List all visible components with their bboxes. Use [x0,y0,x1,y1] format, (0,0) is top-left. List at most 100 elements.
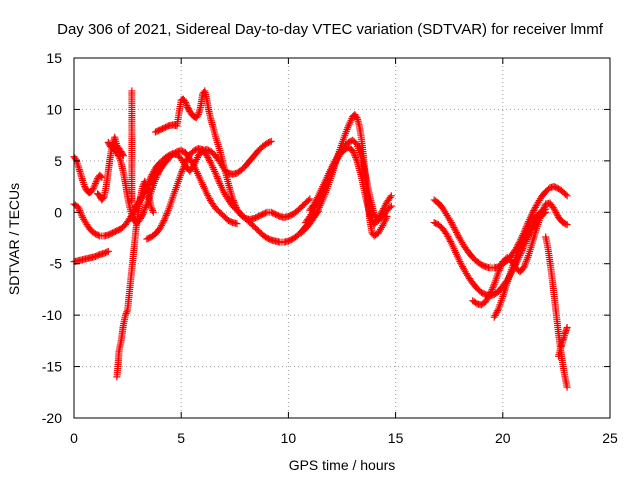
series-arc-10 [151,87,314,223]
data-point [142,202,150,210]
data-point [312,197,320,205]
data-point [262,209,270,217]
y-tick-label: 10 [46,101,62,117]
data-point [104,247,112,255]
data-point [78,212,86,220]
data-point [204,153,212,161]
data-point [183,156,191,164]
data-point [490,313,498,321]
data-point [327,164,335,172]
data-point [531,205,539,213]
data-point [553,210,561,218]
data-point [149,208,157,216]
data-point [94,231,102,239]
data-point [141,188,149,196]
data-point [141,186,149,194]
grid-lines [74,58,610,418]
data-point [232,202,240,210]
data-point [206,195,214,203]
data-point [142,184,150,192]
data-point [306,195,314,203]
y-tick-label: -15 [42,359,62,375]
data-point [522,230,530,238]
data-point [146,176,154,184]
series-arc-17 [490,205,550,321]
data-point [150,167,158,175]
data-point [523,228,531,236]
y-tick-label: -5 [50,256,63,272]
x-tick-label: 25 [602,430,618,446]
data-point [551,207,559,215]
data-point [304,196,312,204]
data-point [164,208,172,216]
data-point [487,289,495,297]
data-point [496,265,504,273]
data-point [121,311,129,319]
data-point [90,183,98,191]
data-point [313,195,321,203]
data-point [122,309,130,317]
data-point [163,210,171,218]
data-point [314,193,322,201]
data-point [381,201,389,209]
data-point [145,177,153,185]
data-point [552,208,560,216]
data-point [140,189,148,197]
data-point [453,230,461,238]
data-point [141,205,149,213]
data-point [349,148,357,156]
series-arc-18 [542,233,571,391]
x-tick-label: 20 [495,430,511,446]
data-point [147,203,155,211]
series-arc-04 [94,133,127,204]
data-point [75,205,83,213]
data-point [179,164,187,172]
data-point [182,100,190,108]
data-point [123,308,131,316]
data-point [351,152,359,160]
data-point [520,233,528,241]
data-point [521,231,529,239]
x-tick-label: 0 [70,430,78,446]
data-point [212,169,220,177]
data-point [563,323,571,331]
data-point [495,266,503,274]
data-point [214,176,222,184]
data-point [233,220,241,228]
data-point [205,155,213,163]
data-point [157,221,165,229]
data-point [158,220,166,228]
data-point [387,202,395,210]
data-point [103,248,111,256]
data-point [494,307,502,315]
data-point [349,147,357,155]
data-point [181,161,189,169]
data-point [529,208,537,216]
data-point [149,169,157,177]
data-point [204,191,212,199]
y-tick-label: 5 [54,153,62,169]
data-point [452,228,460,236]
data-point [139,191,147,199]
data-point [562,220,570,228]
data-point [229,195,237,203]
data-point [311,212,319,220]
data-point [446,236,454,244]
data-point [486,291,494,299]
series-arc-06 [113,177,157,381]
data-point [454,232,462,240]
data-point [159,218,167,226]
x-axis-ticks: 0 5 10 15 20 25 [70,58,618,446]
data-point [330,159,338,167]
data-point [387,192,395,200]
data-point [492,310,500,318]
data-point [563,221,571,229]
y-tick-label: 15 [46,50,62,66]
data-point [497,263,505,271]
x-axis-label: GPS time / hours [289,457,396,473]
data-point [352,153,360,161]
chart-title: Day 306 of 2021, Sidereal Day-to-day VTE… [57,21,604,38]
data-point [456,258,464,266]
data-point [143,183,151,191]
